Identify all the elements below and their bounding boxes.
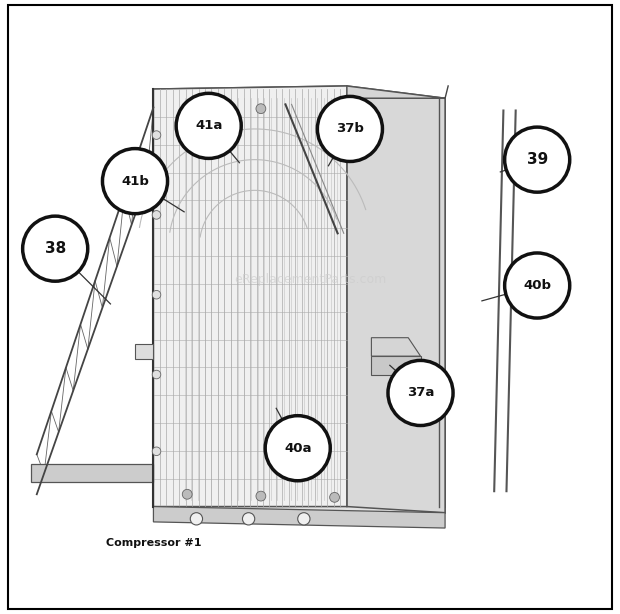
Polygon shape	[371, 338, 420, 356]
Polygon shape	[153, 507, 445, 528]
Circle shape	[265, 416, 330, 481]
Circle shape	[190, 513, 203, 525]
Circle shape	[330, 492, 340, 502]
Circle shape	[23, 216, 88, 281]
Circle shape	[256, 104, 266, 114]
Text: 40a: 40a	[284, 441, 311, 455]
Text: 40b: 40b	[523, 279, 551, 292]
Text: 37a: 37a	[407, 386, 434, 400]
Polygon shape	[153, 86, 445, 98]
Text: 39: 39	[526, 152, 548, 167]
Circle shape	[182, 106, 192, 115]
Circle shape	[298, 513, 310, 525]
Circle shape	[505, 253, 570, 318]
Text: 41a: 41a	[195, 119, 223, 133]
Circle shape	[388, 360, 453, 426]
Text: 37b: 37b	[336, 122, 364, 136]
Circle shape	[152, 211, 161, 219]
Circle shape	[242, 513, 255, 525]
Circle shape	[152, 290, 161, 299]
Circle shape	[182, 489, 192, 499]
Text: eReplacementParts.com: eReplacementParts.com	[234, 273, 386, 286]
Polygon shape	[175, 98, 445, 513]
Circle shape	[330, 104, 340, 114]
Circle shape	[152, 447, 161, 456]
Circle shape	[102, 149, 167, 214]
Polygon shape	[153, 86, 347, 507]
Polygon shape	[30, 464, 153, 482]
Polygon shape	[347, 86, 445, 513]
Circle shape	[152, 131, 161, 139]
Text: 38: 38	[45, 241, 66, 256]
Circle shape	[176, 93, 241, 158]
Circle shape	[317, 96, 383, 161]
Circle shape	[152, 370, 161, 379]
Text: Compressor #1: Compressor #1	[105, 538, 201, 548]
Circle shape	[256, 491, 266, 501]
Polygon shape	[178, 98, 343, 500]
Polygon shape	[371, 356, 420, 375]
Text: 41b: 41b	[121, 174, 149, 188]
Polygon shape	[135, 344, 153, 359]
Circle shape	[505, 127, 570, 192]
